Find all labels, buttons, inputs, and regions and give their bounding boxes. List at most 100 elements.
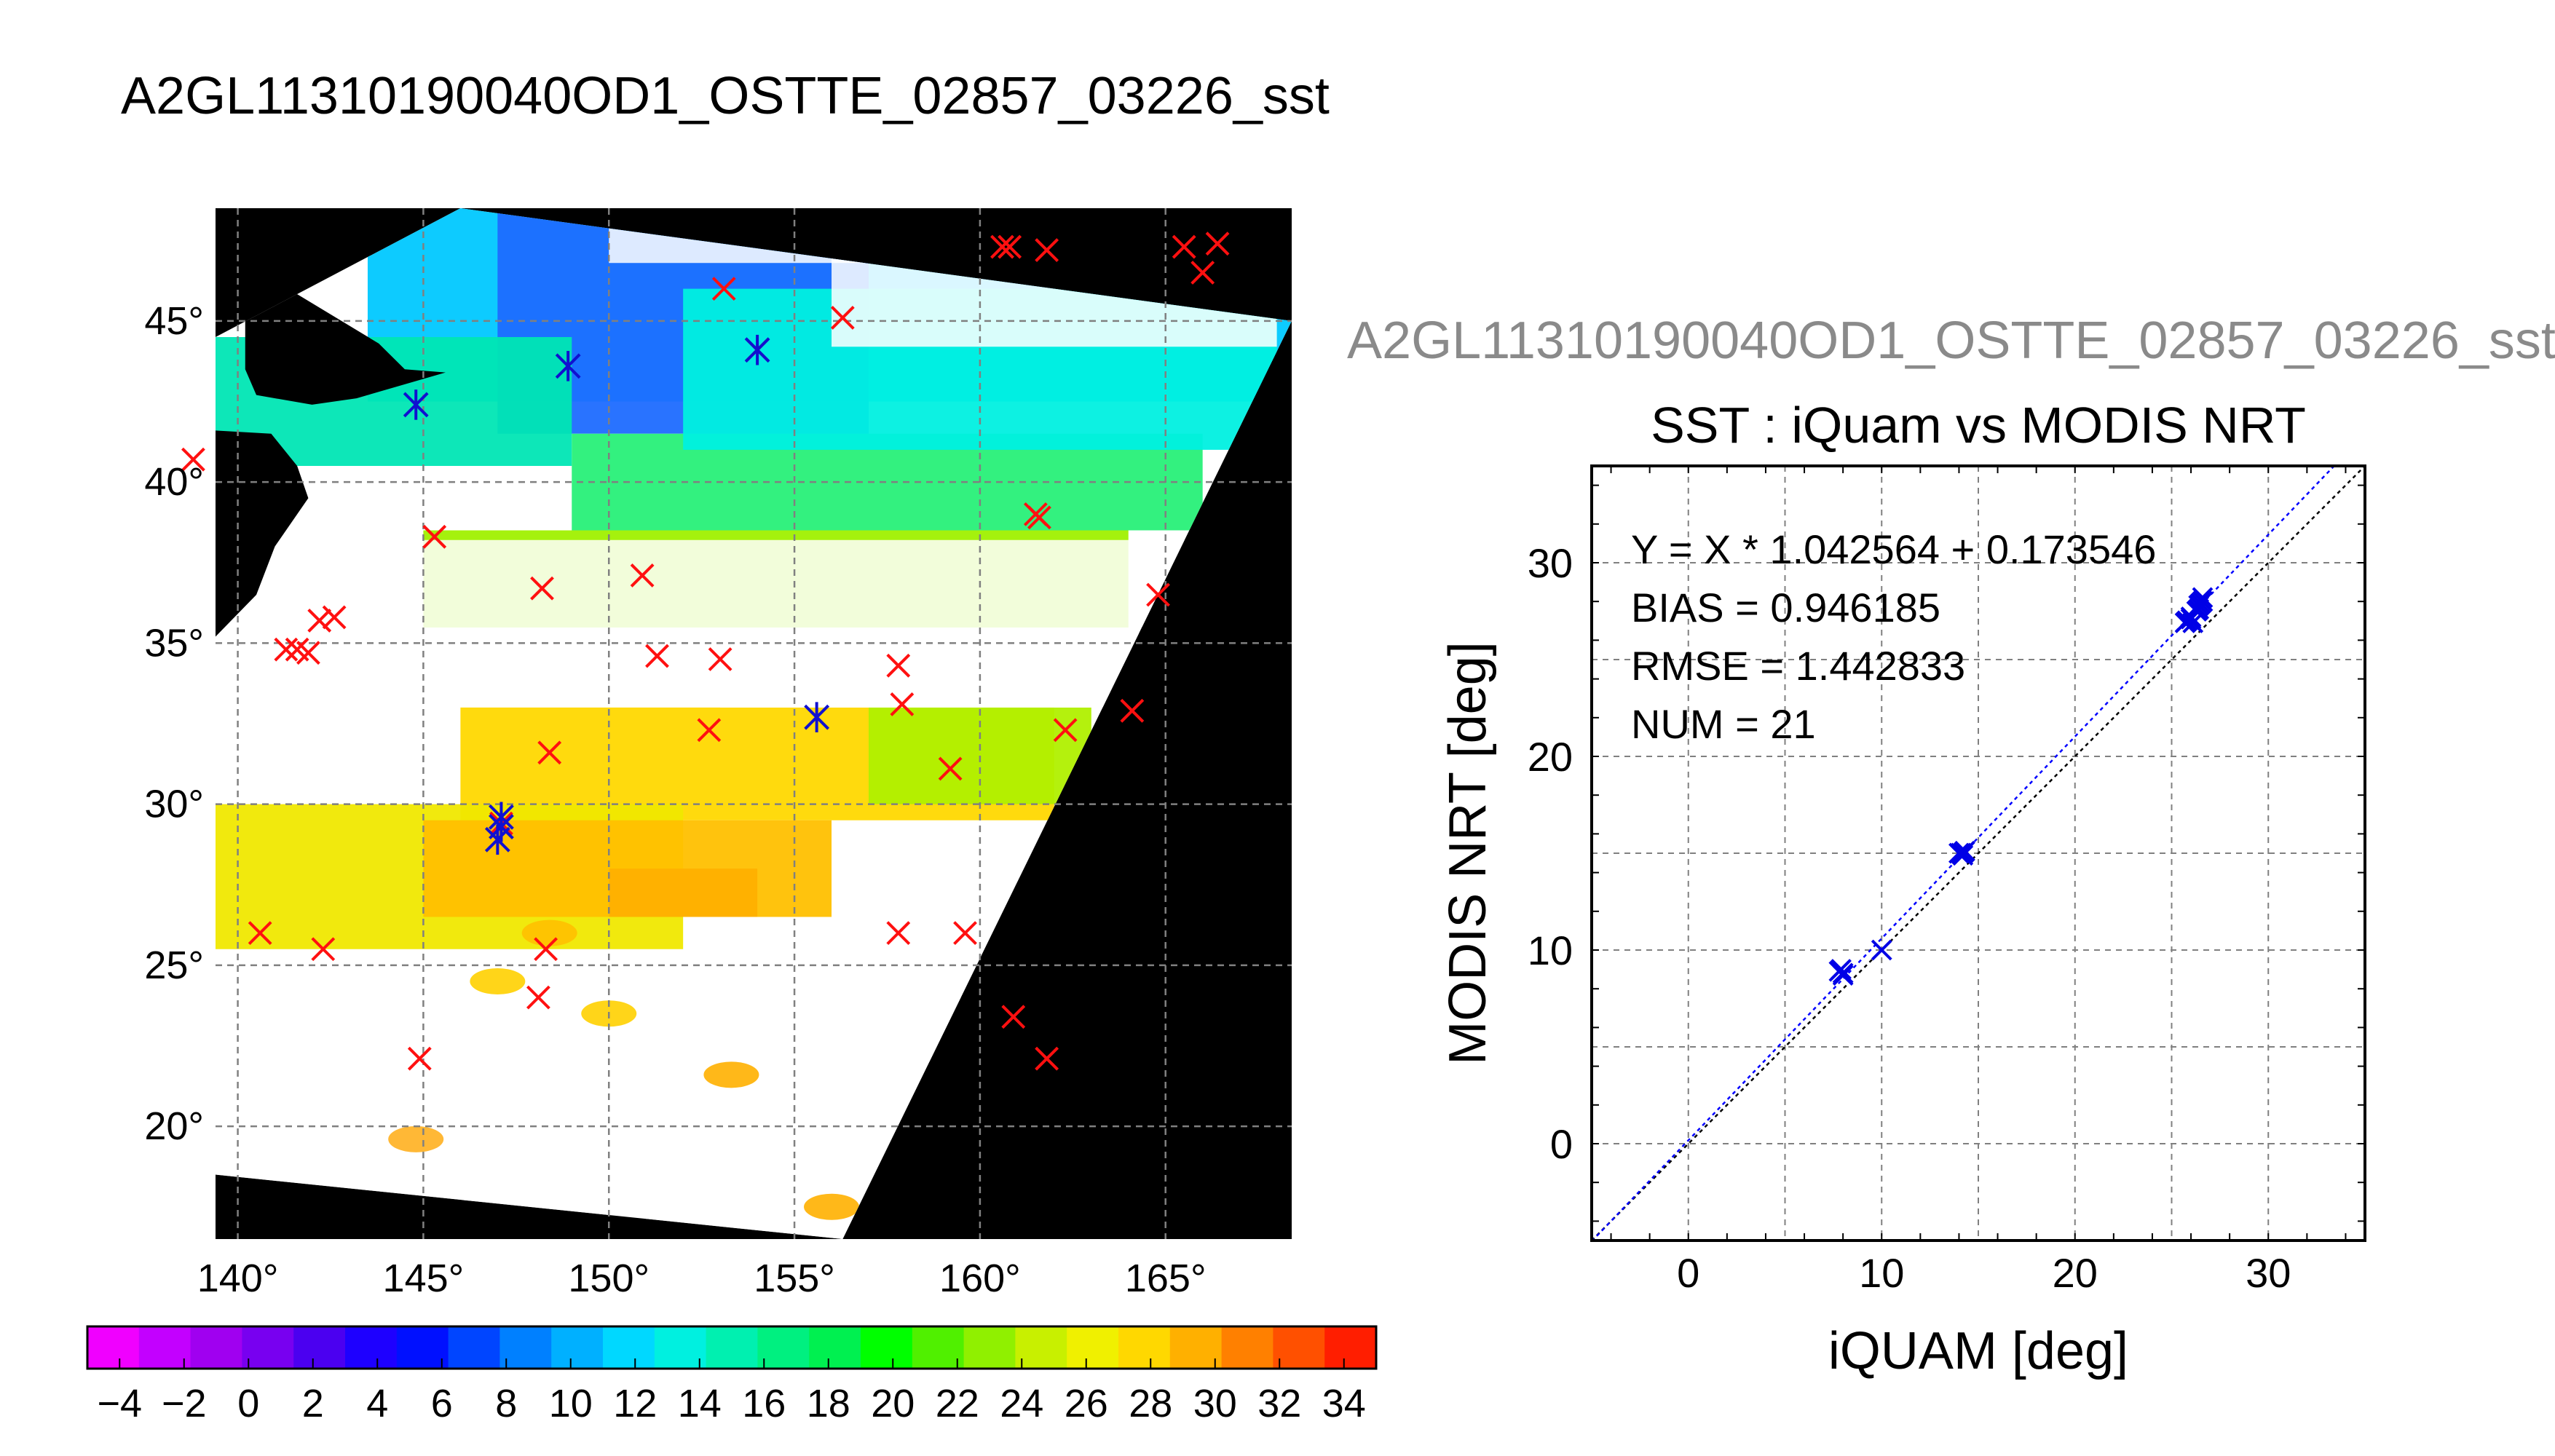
map-lon-tick-label: 140° [197,1257,279,1300]
iquam-marker [534,937,558,962]
iquam-marker [1027,505,1051,530]
map-grid [216,208,1292,1239]
iquam-marker [990,234,1014,259]
colorbar-segment [242,1326,294,1369]
map-lat-tick-label: 35° [144,621,204,665]
collocation-marker [484,824,510,855]
iquam-markers [181,232,1230,1071]
scatter-x-tick-label: 0 [1677,1250,1699,1296]
scatter-x-axis-label: iQUAM [deg] [1828,1322,2128,1380]
scatter-x-tick-label: 10 [1859,1250,1904,1296]
iquam-marker [307,608,332,633]
colorbar-tick-label: −2 [162,1382,207,1425]
colorbar-tick-label: 32 [1257,1382,1301,1425]
colorbar-segment [603,1326,655,1369]
map-lon-tick-label: 160° [939,1257,1021,1300]
scatter-point [2188,598,2210,620]
cloud-mask [216,539,1277,628]
scatter-annotation: Y = X * 1.042564 + 0.173546 [1631,526,2156,572]
iquam-marker [998,234,1022,259]
collocation-marker [489,802,514,833]
iquam-marker [1146,582,1170,607]
scatter-point [1948,842,1970,864]
map-lat-tick-label: 20° [144,1104,204,1148]
colorbar-segment [1067,1326,1119,1369]
scatter-points [1828,587,2214,986]
colorbar-tick-label: 8 [495,1382,517,1425]
iquam-marker [630,563,655,587]
collocation-marker [555,351,581,381]
cloud-mask [216,630,461,702]
collocation-marker [744,334,770,365]
iquam-marker [830,306,855,330]
colorbar-segment [1015,1326,1067,1369]
iquam-marker [1205,232,1230,256]
scatter-figure-title: A2GL11310190040OD1_OSTTE_02857_03226_sst [1347,312,2555,370]
iquam-marker [953,921,977,946]
sst-region [609,869,758,917]
iquam-marker [1053,718,1078,743]
colorbar-tick-label: 20 [871,1382,915,1425]
scatter-lines [1592,466,2365,1241]
collocation-markers [403,334,830,855]
scatter-annotation: RMSE = 1.442833 [1631,643,1965,689]
scatter-x-tick-label: 20 [2053,1250,2098,1296]
map-lat-tick-label: 25° [144,943,204,987]
map-lon-tick-label: 145° [383,1257,465,1300]
iquam-marker [708,647,732,671]
colorbar-tick-label: 34 [1322,1382,1366,1425]
colorbar-tick-label: 10 [549,1382,593,1425]
scatter-y-tick-label: 20 [1528,734,1573,780]
sst-patch [470,968,526,994]
iquam-marker [422,524,447,549]
iquam-marker [407,1046,432,1071]
iquam-marker [311,937,336,962]
iquam-marker [526,985,550,1010]
colorbar-tick-label: 26 [1065,1382,1108,1425]
scatter-frame [1590,464,2366,1242]
iquam-marker [886,921,911,946]
iquam-marker [645,644,669,668]
colorbar-segment [1221,1326,1273,1369]
colorbar-tick-label: 6 [431,1382,453,1425]
scatter-y-tick-label: 30 [1528,540,1573,586]
iquam-marker [248,921,272,946]
colorbar-tick-label: −4 [97,1382,142,1425]
scatter-y-tick-label: 10 [1528,927,1573,973]
iquam-marker [537,740,562,765]
colorbar-tick-label: 18 [807,1382,850,1425]
colorbar-frame [86,1325,1378,1370]
colorbar-tick-label: 28 [1129,1382,1172,1425]
map-axis-labels: 140° 145° 150° 155° 160° 165° 20° 25° 30° 35° 40° 4… [144,299,1206,1300]
collocation-marker [804,702,830,732]
colorbar-segment [1324,1326,1377,1369]
colorbar-segment [1273,1326,1325,1369]
scatter-x-tick-label: 30 [2246,1250,2291,1296]
iquam-marker [1035,238,1059,262]
colorbar-segment [448,1326,500,1369]
colorbar-segment [396,1326,449,1369]
colorbar-segment [551,1326,604,1369]
iquam-marker [296,641,320,665]
map-lat-tick-label: 40° [144,460,204,504]
colorbar-segment [1118,1326,1171,1369]
colorbar-segment [1169,1326,1223,1369]
colorbar-segment [757,1326,810,1369]
iquam-marker [890,692,915,716]
scatter-title: SST : iQuam vs MODIS NRT [1651,397,2306,454]
sst-patch [703,1061,759,1088]
iquam-marker [711,277,736,301]
scatter-y-tick-label: 0 [1550,1121,1573,1167]
iquam-marker [697,718,722,743]
colorbar-segment [293,1326,346,1369]
scatter-grid [1592,466,2365,1241]
colorbar-segment [912,1326,965,1369]
land-hokkaido [245,292,446,405]
iquam-marker [1190,261,1215,285]
colorbar-tick-label: 16 [742,1382,786,1425]
land-honshu [216,430,309,637]
figure-title: A2GL11310190040OD1_OSTTE_02857_03226_sst [121,67,1330,125]
